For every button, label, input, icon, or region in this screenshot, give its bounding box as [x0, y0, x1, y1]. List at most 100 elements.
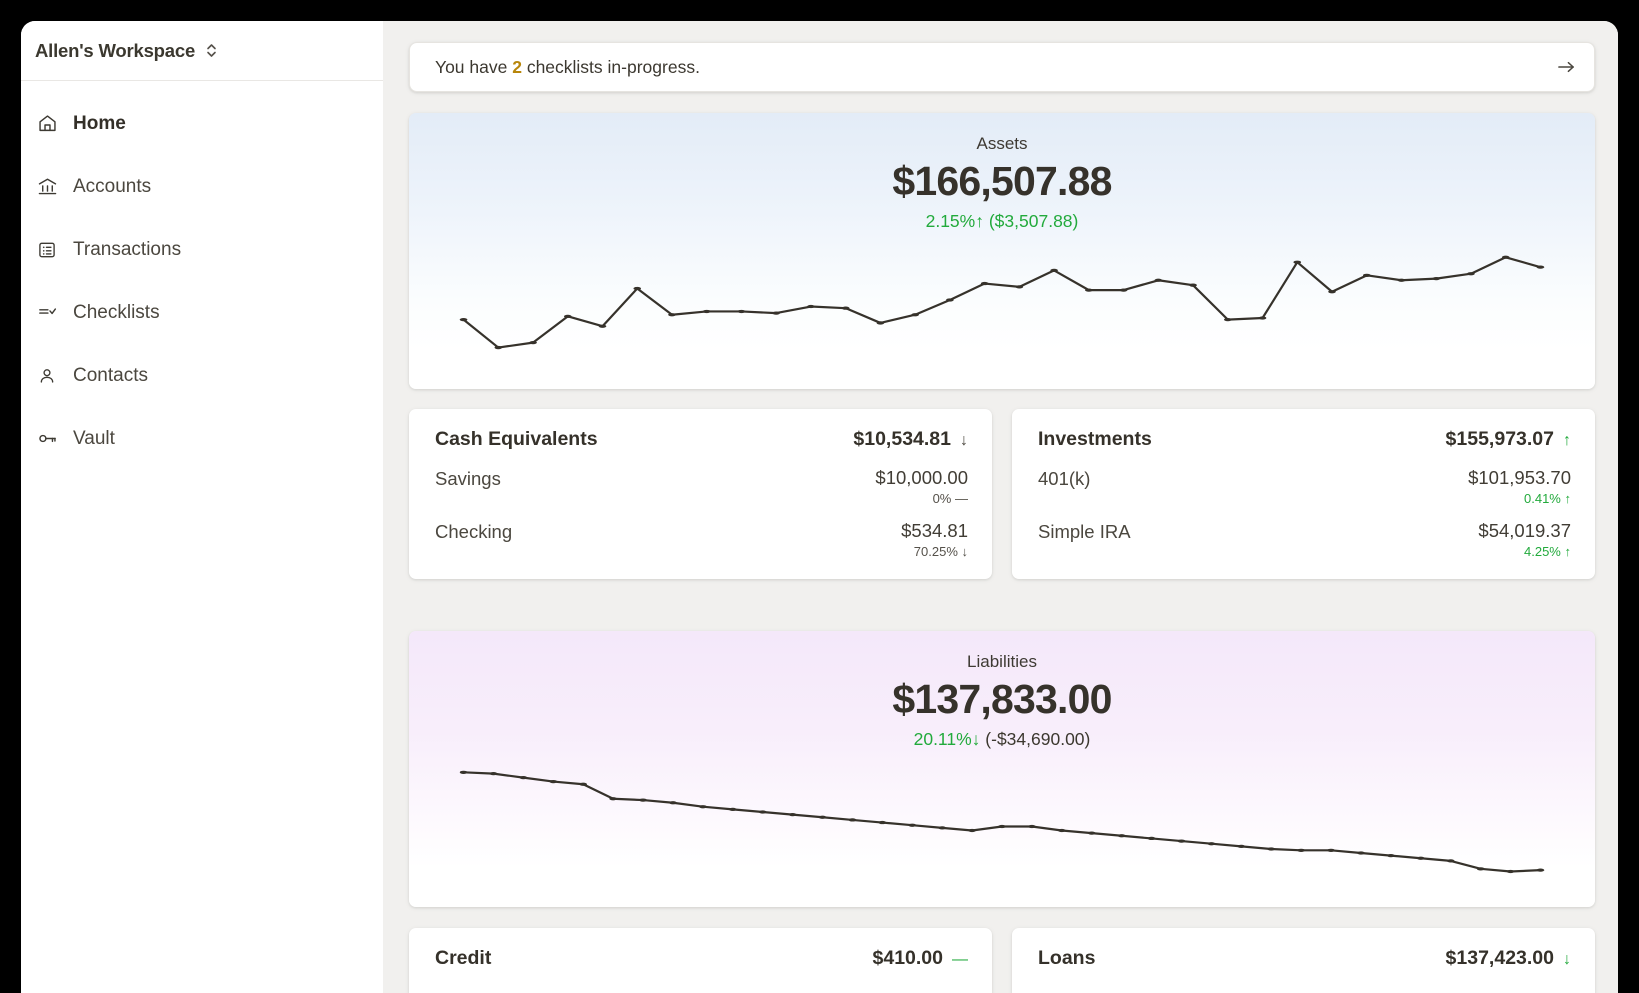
account-name: Savings — [435, 468, 501, 489]
app-window: Allen's Workspace Home — [21, 21, 1618, 993]
main-content: You have 2 checklists in-progress. Asset… — [383, 21, 1618, 993]
loans-header: Loans $137,423.00 ↓ — [1038, 947, 1571, 970]
banner-suffix: checklists in-progress. — [521, 56, 700, 77]
bank-icon — [37, 176, 63, 197]
sidebar-nav: Home Accounts — [21, 81, 383, 481]
account-name: 401(k) — [1038, 468, 1091, 489]
liabilities-change: 20.11%↓ (-$34,690.00) — [409, 729, 1595, 750]
list-item[interactable]: Checking $534.81 70.25% ↓ — [435, 520, 968, 559]
investments-amount: $155,973.07 — [1445, 428, 1554, 450]
checklist-count: 2 — [512, 56, 522, 77]
trend-up-icon: ↑ — [1564, 491, 1572, 506]
workspace-switcher[interactable]: Allen's Workspace — [21, 21, 383, 81]
account-change: 4.25% ↑ — [1478, 544, 1571, 559]
liabilities-sparkline — [459, 770, 1545, 874]
cash-equivalents-amount: $10,534.81 — [853, 428, 951, 450]
asset-accounts-row: Cash Equivalents $10,534.81 ↓ Savings $1… — [409, 409, 1595, 579]
investments-name: Investments — [1038, 428, 1152, 450]
credit-value: $410.00 — — [873, 947, 969, 970]
liabilities-label: Liabilities — [967, 652, 1037, 671]
investments-header: Investments $155,973.07 ↑ — [1038, 428, 1571, 451]
account-change: 70.25% ↓ — [901, 544, 968, 559]
person-icon — [37, 366, 63, 386]
credit-header: Credit $410.00 — — [435, 947, 968, 970]
assets-change: 2.15%↑ ($3,507.88) — [409, 211, 1595, 232]
cash-equivalents-header: Cash Equivalents $10,534.81 ↓ — [435, 428, 968, 451]
banner-prefix: You have — [435, 56, 513, 77]
account-change: 0% — — [875, 491, 968, 506]
investments-card[interactable]: Investments $155,973.07 ↑ 401(k) $101,95… — [1012, 409, 1595, 579]
cash-equivalents-card[interactable]: Cash Equivalents $10,534.81 ↓ Savings $1… — [409, 409, 992, 579]
list-item[interactable]: Savings $10,000.00 0% — — [435, 467, 968, 506]
cash-equivalents-name: Cash Equivalents — [435, 428, 598, 450]
loans-card[interactable]: Loans $137,423.00 ↓ — [1012, 928, 1595, 993]
investments-value: $155,973.07 ↑ — [1446, 428, 1571, 451]
checklist-banner-text: You have 2 checklists in-progress. — [435, 57, 700, 78]
assets-change-arrow: ↑ — [975, 211, 984, 231]
list-item[interactable]: Simple IRA $54,019.37 4.25% ↑ — [1038, 520, 1571, 559]
credit-amount: $410.00 — [872, 947, 944, 969]
sidebar-item-vault[interactable]: Vault — [21, 418, 383, 459]
sidebar: Allen's Workspace Home — [21, 21, 383, 993]
checklist-banner[interactable]: You have 2 checklists in-progress. — [409, 42, 1595, 92]
account-amount: $101,953.70 — [1468, 467, 1571, 488]
key-icon — [37, 428, 63, 449]
sidebar-item-home[interactable]: Home — [21, 103, 383, 144]
account-change-pct: 4.25% — [1524, 544, 1561, 559]
liabilities-change-pct: 20.11% — [913, 729, 972, 749]
account-values: $534.81 70.25% ↓ — [901, 520, 968, 559]
account-values: $101,953.70 0.41% ↑ — [1468, 467, 1571, 506]
sidebar-item-label: Transactions — [73, 238, 182, 260]
list-item[interactable]: 401(k) $101,953.70 0.41% ↑ — [1038, 467, 1571, 506]
sidebar-item-label: Accounts — [73, 175, 152, 197]
liabilities-summary-card[interactable]: Liabilities $137,833.00 20.11%↓ (-$34,69… — [409, 631, 1595, 907]
sidebar-item-transactions[interactable]: Transactions — [21, 229, 383, 270]
trend-flat-icon: — — [952, 951, 968, 968]
chevron-up-down-icon — [205, 42, 218, 59]
trend-down-icon: ↓ — [961, 544, 969, 559]
sidebar-item-accounts[interactable]: Accounts — [21, 166, 383, 207]
sidebar-item-contacts[interactable]: Contacts — [21, 355, 383, 396]
trend-up-icon: ↑ — [1563, 432, 1571, 449]
account-amount: $10,000.00 — [875, 467, 968, 488]
liabilities-change-arrow: ↓ — [971, 729, 981, 749]
account-values: $54,019.37 4.25% ↑ — [1478, 520, 1571, 559]
loans-name: Loans — [1038, 947, 1096, 969]
account-change-pct: 0% — [932, 491, 952, 506]
trend-up-icon: ↑ — [1564, 544, 1572, 559]
assets-summary-card[interactable]: Assets $166,507.88 2.15%↑ ($3,507.88) — [409, 113, 1595, 389]
credit-name: Credit — [435, 947, 492, 969]
trend-down-icon: ↓ — [960, 432, 968, 449]
sidebar-item-label: Checklists — [73, 301, 160, 323]
account-amount: $54,019.37 — [1478, 520, 1571, 541]
loans-value: $137,423.00 ↓ — [1446, 947, 1571, 970]
arrow-right-icon[interactable] — [1557, 59, 1576, 75]
sidebar-item-label: Home — [73, 112, 126, 134]
account-name: Checking — [435, 521, 513, 542]
sidebar-item-checklists[interactable]: Checklists — [21, 292, 383, 333]
workspace-title: Allen's Workspace — [35, 39, 196, 61]
assets-sparkline — [459, 255, 1545, 350]
assets-amount: $166,507.88 — [892, 158, 1112, 204]
account-amount: $534.81 — [901, 520, 968, 541]
liability-accounts-row: Credit $410.00 — Loans $137,423.00 ↓ — [409, 928, 1595, 993]
list-box-icon — [37, 240, 63, 260]
assets-label: Assets — [976, 134, 1028, 153]
account-name: Simple IRA — [1038, 521, 1131, 542]
account-change-pct: 70.25% — [913, 544, 958, 559]
liabilities-change-amount: (-$34,690.00) — [985, 729, 1091, 749]
home-icon — [37, 113, 63, 134]
checklist-icon — [37, 302, 63, 323]
account-change: 0.41% ↑ — [1468, 491, 1571, 506]
loans-amount: $137,423.00 — [1445, 947, 1554, 969]
assets-change-amount: ($3,507.88) — [988, 211, 1079, 231]
account-values: $10,000.00 0% — — [875, 467, 968, 506]
sidebar-item-label: Contacts — [73, 364, 148, 386]
cash-equivalents-value: $10,534.81 ↓ — [853, 428, 968, 451]
trend-flat-icon: — — [955, 491, 968, 506]
sidebar-item-label: Vault — [73, 427, 115, 449]
credit-card[interactable]: Credit $410.00 — — [409, 928, 992, 993]
assets-change-pct: 2.15% — [925, 211, 976, 231]
account-change-pct: 0.41% — [1524, 491, 1561, 506]
trend-down-icon: ↓ — [1563, 951, 1571, 968]
